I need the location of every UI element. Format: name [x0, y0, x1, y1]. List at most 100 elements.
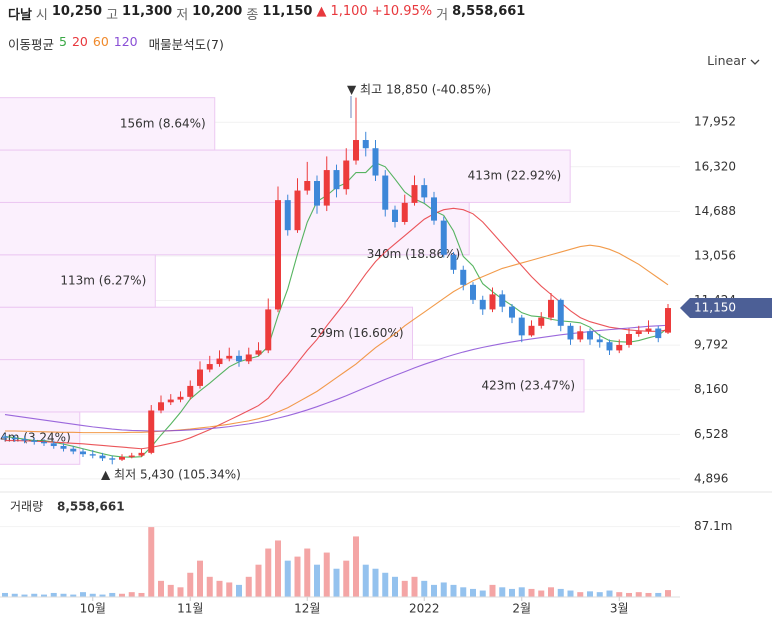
x-tick-label: 2월 [512, 602, 531, 616]
volume-bar [206, 576, 213, 597]
candle-body [158, 402, 164, 411]
volume-bar [109, 592, 116, 597]
candle-body [323, 170, 330, 206]
change-arrow: ▲ [316, 4, 327, 19]
x-tick-label: 3월 [610, 602, 629, 616]
candle-body [567, 325, 574, 340]
ma-line [5, 244, 669, 434]
volume-bar [596, 592, 603, 597]
label: 저 [176, 8, 189, 23]
candle-body [80, 451, 86, 455]
candle-body [128, 455, 135, 457]
candle-body [197, 369, 203, 386]
volume-bar [197, 560, 203, 597]
scale-dropdown[interactable]: Linear [707, 53, 760, 68]
volume-bar [489, 584, 496, 597]
volume-bar [60, 593, 67, 597]
profile-bar [0, 359, 585, 413]
change: 1,100 [330, 4, 368, 19]
volume-bar [80, 592, 86, 597]
volume-bar [177, 587, 184, 597]
candle-body [148, 410, 155, 453]
volume-bar [479, 590, 486, 597]
candle-body [392, 209, 398, 222]
volume-bar [431, 584, 437, 597]
candle-body [245, 354, 252, 362]
volume-bar [548, 587, 554, 597]
label: 고 [106, 8, 119, 23]
volume-bar [323, 552, 330, 597]
candle-body [596, 339, 603, 343]
candle-body [557, 299, 564, 326]
candle-body [31, 440, 38, 442]
candle-body [411, 185, 418, 203]
volume-bar [255, 564, 262, 597]
candle-body [304, 181, 311, 191]
candle-body [50, 443, 57, 447]
candle-body [518, 317, 525, 336]
volume-bar [645, 592, 652, 597]
candle-body [2, 436, 8, 438]
scale-label[interactable]: Linear [707, 53, 747, 68]
volume-bar [518, 587, 525, 597]
candle-body [401, 202, 408, 222]
volume-bar [499, 587, 506, 597]
candle-body [216, 358, 223, 365]
candle-body [421, 185, 428, 198]
candle-body [499, 294, 506, 307]
volume-bar [528, 588, 535, 597]
chevron[interactable] [750, 58, 760, 66]
candle-body [119, 456, 125, 460]
price-tag-label: 11,150 [694, 301, 736, 315]
candle-body [616, 344, 623, 351]
y-tick-label: 16,320 [694, 159, 736, 173]
volume-bar [635, 592, 642, 597]
volume-bar [41, 594, 47, 597]
y-tick-label: 87.1m [694, 519, 732, 533]
candle-body [41, 441, 47, 444]
volume-bar [538, 590, 545, 597]
volume-bar [2, 592, 8, 597]
candle-body [489, 294, 496, 310]
profile-label: 423m (23.47%) [481, 378, 575, 392]
volume-bar [421, 580, 428, 597]
candle-body [177, 396, 184, 400]
candle-body [606, 342, 613, 351]
volume-bar [294, 556, 301, 597]
quote-header: 다날 시 10,250 고 11,300 저 10,200 종 11,150 ▲ 1,10… [8, 4, 525, 23]
volume-bar [99, 594, 106, 597]
candle-body [626, 333, 632, 345]
candle-body [265, 309, 272, 351]
y-tick-label: 14,688 [694, 204, 736, 218]
ma-line [5, 207, 669, 450]
candle-body [479, 299, 486, 310]
price-tag [680, 298, 772, 319]
candle-body [109, 458, 116, 460]
candle-body [314, 181, 320, 206]
legend: 이동평균 5 20 60 120 매물분석도(7) [8, 34, 224, 53]
volume-bar [372, 568, 379, 597]
legend-title[interactable]: 매물분석도(7) [148, 37, 224, 52]
candle-body [645, 328, 652, 332]
volume-bar [216, 580, 223, 597]
value: 11,300 [122, 4, 173, 19]
volume-bar [21, 594, 28, 597]
candle-body [70, 448, 77, 452]
volume-bar [401, 580, 408, 597]
candle-body [187, 385, 194, 397]
label: 종 [246, 8, 259, 23]
profile-label: 113m (6.27%) [60, 273, 146, 287]
stock-name: 다날 [8, 8, 32, 23]
candle-body [362, 140, 369, 149]
candle-body [587, 331, 593, 340]
candle-body [226, 355, 233, 359]
volume-bar [138, 592, 145, 597]
y-tick-label: 17,952 [694, 115, 736, 129]
volume-bar [450, 584, 457, 597]
candle-body [655, 328, 662, 339]
volume-bar [333, 568, 340, 597]
annotation: ▼ 최고 18,850 (-40.85%) [347, 83, 491, 97]
volume-bar [606, 590, 613, 597]
